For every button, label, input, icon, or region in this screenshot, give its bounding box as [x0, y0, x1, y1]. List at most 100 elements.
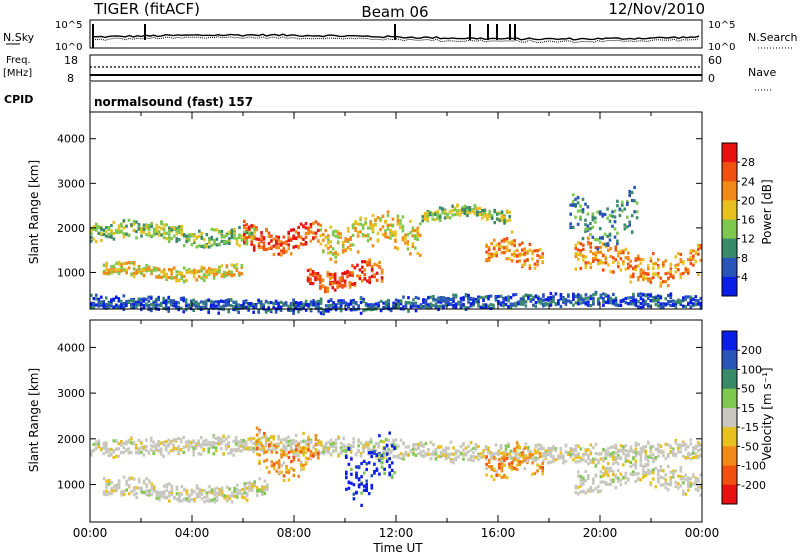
range-cell	[200, 276, 203, 280]
range-cell	[334, 308, 338, 312]
range-cell	[454, 452, 458, 456]
range-cell	[383, 471, 386, 475]
range-cell	[632, 266, 635, 270]
range-cell	[659, 296, 663, 300]
range-cell	[456, 211, 459, 216]
range-cell	[489, 294, 493, 298]
range-cell	[699, 493, 703, 497]
range-cell	[577, 470, 580, 474]
range-cell	[135, 236, 138, 240]
range-cell	[242, 447, 245, 451]
range-cell	[137, 449, 141, 453]
range-cell	[528, 264, 532, 268]
range-cell	[344, 449, 348, 453]
range-cell	[456, 209, 459, 213]
range-cell	[647, 441, 650, 445]
range-cell	[619, 257, 623, 261]
range-cell	[677, 298, 680, 302]
range-cell	[217, 300, 220, 304]
range-cell	[674, 263, 678, 268]
range-cell	[574, 448, 578, 452]
range-cell	[521, 248, 524, 252]
range-cell	[343, 271, 347, 276]
range-cell	[541, 472, 544, 476]
range-cell	[602, 292, 605, 296]
range-cell	[386, 223, 390, 227]
range-cell	[339, 232, 342, 236]
range-cell	[621, 209, 624, 213]
range-cell	[484, 303, 488, 307]
range-cell	[312, 236, 315, 240]
power-colorbar-label: Power [dB]	[760, 179, 774, 244]
range-cell	[589, 486, 593, 490]
range-cell	[132, 305, 136, 309]
range-cell	[331, 247, 335, 251]
range-cell	[477, 295, 480, 299]
range-cell	[614, 459, 618, 463]
range-cell	[634, 479, 638, 483]
nsky-label: N.Sky	[3, 31, 35, 44]
range-cell	[627, 296, 630, 300]
range-cell	[399, 299, 403, 304]
range-cell	[669, 295, 673, 300]
range-cell	[542, 454, 545, 458]
range-cell	[332, 301, 335, 305]
range-cell	[564, 298, 568, 302]
range-cell	[102, 492, 106, 496]
range-cell	[240, 272, 244, 276]
range-cell	[150, 492, 154, 496]
range-cell	[444, 446, 448, 450]
range-cell	[574, 267, 578, 271]
range-cell	[145, 263, 148, 268]
range-cell	[487, 295, 490, 299]
range-cell	[614, 248, 618, 252]
range-cell	[689, 251, 693, 255]
range-cell	[387, 452, 390, 456]
range-cell	[359, 300, 363, 305]
range-cell	[263, 485, 267, 489]
range-cell	[197, 306, 200, 310]
range-cell	[414, 447, 418, 451]
range-cell	[527, 446, 530, 450]
colorbar-swatch	[722, 465, 737, 486]
range-cell	[637, 442, 640, 446]
range-cell	[474, 447, 478, 451]
range-cell	[609, 482, 613, 486]
range-cell	[247, 446, 250, 450]
range-cell	[299, 468, 303, 472]
range-cell	[125, 268, 128, 272]
range-cell	[351, 273, 354, 277]
range-cell	[598, 240, 602, 244]
range-cell	[309, 453, 313, 457]
range-cell	[341, 272, 344, 276]
range-cell	[117, 447, 121, 451]
range-cell	[419, 450, 423, 454]
range-cell	[112, 439, 116, 443]
range-cell	[220, 230, 224, 234]
range-cell	[571, 199, 575, 203]
nsky-tick-bottom: 10^0	[55, 42, 82, 53]
range-cell	[292, 453, 295, 458]
range-cell	[160, 491, 164, 495]
range-cell	[314, 300, 318, 304]
range-cell	[682, 296, 685, 300]
range-cell	[336, 240, 340, 244]
range-cell	[349, 444, 353, 448]
range-cell	[255, 493, 259, 497]
range-cell	[180, 499, 184, 503]
range-cell	[687, 445, 690, 449]
range-cell	[252, 245, 256, 249]
range-cell	[614, 455, 618, 459]
range-cell	[218, 490, 221, 494]
range-cell	[500, 475, 504, 479]
range-cell	[649, 446, 653, 450]
range-cell	[574, 301, 578, 305]
range-cell	[327, 440, 330, 444]
range-cell	[282, 438, 285, 442]
range-cell	[307, 304, 310, 308]
range-cell	[361, 265, 364, 269]
range-cell	[192, 453, 195, 457]
range-cell	[127, 266, 131, 270]
range-cell	[287, 435, 290, 439]
range-cell	[547, 449, 550, 453]
